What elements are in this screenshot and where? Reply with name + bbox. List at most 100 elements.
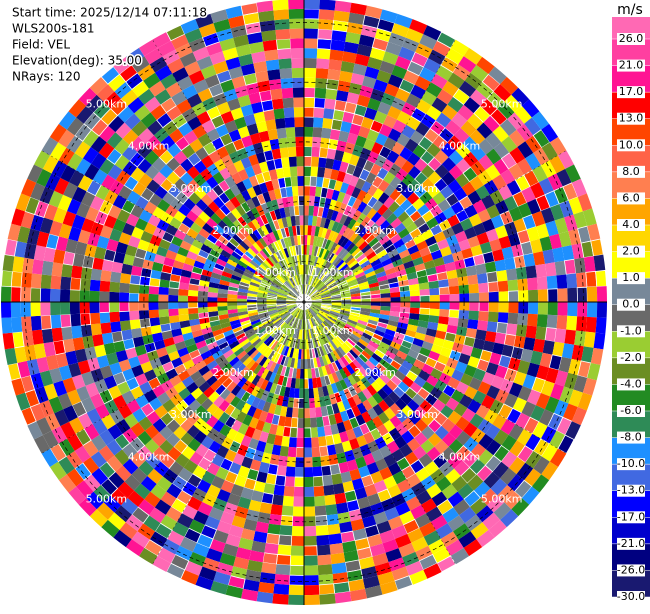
radar-bin [12,256,25,273]
radar-bin [484,330,497,343]
radar-bin [218,411,231,425]
radar-bin [511,498,530,517]
radar-bin [330,268,340,277]
radar-bin [435,523,453,539]
radar-bin [514,105,532,124]
radar-bin [304,215,309,226]
radar-bin [558,356,572,373]
radar-bin [374,436,387,450]
radar-bin [289,18,304,29]
radar-bin [349,123,362,136]
radar-bin [304,205,310,216]
radar-bin [545,220,559,237]
radar-bin [335,370,344,382]
radar-bin [462,136,479,152]
radar-bin [414,75,431,91]
radar-bin [312,215,318,227]
radar-bin [197,290,209,297]
radar-bin [475,329,487,341]
radar-bin [291,185,299,197]
radar-bin [304,359,308,369]
radar-bin [311,302,322,304]
radar-bin [317,325,325,335]
radar-bin [235,547,252,560]
radar-bin [303,8,320,20]
radar-bin [310,306,320,312]
radar-bin [332,19,349,33]
radar-bin [496,269,508,282]
radar-bin [353,327,364,336]
radar-bin [485,439,502,456]
radar-bin [393,238,405,249]
radar-bin [538,177,554,195]
radar-bin [552,341,565,357]
radar-bin [355,456,367,469]
radar-bin [446,324,458,335]
radar-bin [111,261,124,274]
radar-bin [333,272,343,280]
radar-bin [407,528,424,543]
radar-bin [264,381,273,393]
radar-bin [339,331,349,341]
radar-bin [350,262,361,271]
radar-bin [337,235,346,246]
radar-bin [311,338,317,349]
radar-bin [339,379,348,391]
radar-bin [342,366,352,378]
radar-bin [316,313,325,322]
radar-bin [470,160,486,176]
radar-bin [305,284,308,295]
radar-bin [304,575,319,586]
radar-bin [425,266,437,276]
radar-bin [108,471,125,489]
radar-bin [311,276,317,287]
radar-bin [463,539,483,557]
radar-bin [325,158,335,170]
radar-bin [413,216,427,229]
radar-bin [285,127,296,138]
radar-bin [358,465,371,478]
radar-bin [414,263,426,272]
radar-bin [376,249,388,259]
radar-bin [341,305,352,310]
radar-bin [576,316,587,332]
radar-bin [292,308,300,317]
radar-bin [535,326,547,341]
radar-bin [322,333,330,343]
radar-bin [364,233,377,245]
radar-bin [472,390,487,405]
radar-bin [308,329,312,340]
radar-bin [421,253,434,264]
radar-bin [467,274,479,285]
radar-bin [374,329,385,338]
radar-bin [549,233,562,250]
range-ring-label: 1.00km [312,266,354,279]
radar-bin [358,126,371,139]
radar-bin [352,359,362,370]
radar-bin [523,253,536,267]
radar-bin [314,397,321,408]
radar-bin [168,294,179,302]
radar-bin [517,313,529,326]
radar-bin [370,305,381,311]
radar-bin [367,150,380,164]
radar-bin [489,189,504,205]
radar-bin [401,405,414,418]
radar-bin [313,117,324,128]
radar-bin [340,121,352,133]
radar-bin [217,302,228,307]
radar-bin [445,120,461,136]
radar-bin [251,396,261,409]
radar-bin [495,389,509,404]
radar-bin [367,184,378,197]
radar-bin [405,222,418,234]
radar-bin [546,314,558,329]
radar-bin [331,221,340,232]
radar-bin [524,468,542,487]
radar-bin [498,302,509,313]
radar-bin [219,457,234,472]
radar-bin [432,547,451,564]
range-ring-label: 4.00km [128,450,170,463]
radar-bin [286,357,293,368]
